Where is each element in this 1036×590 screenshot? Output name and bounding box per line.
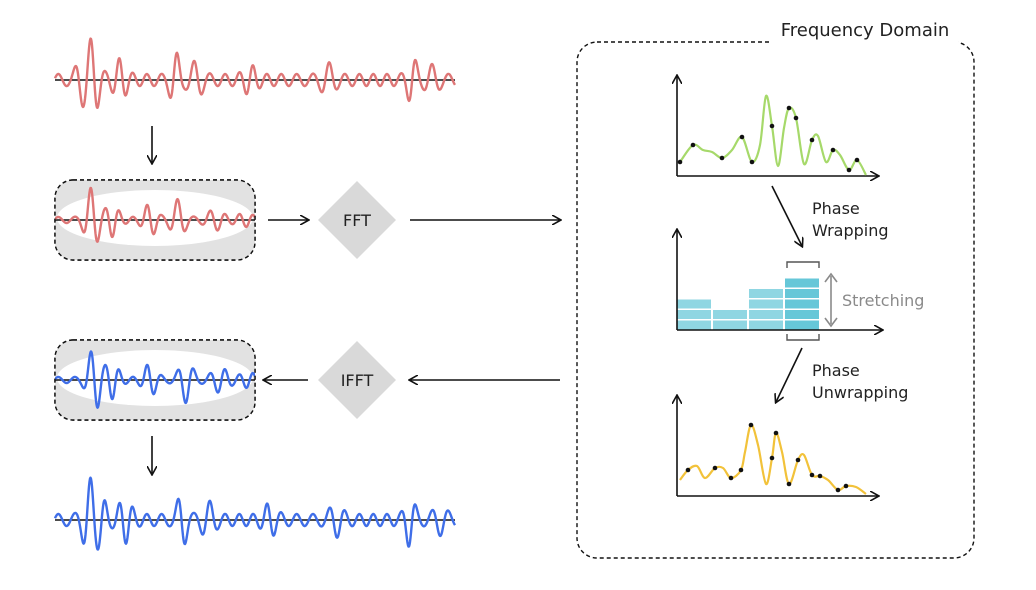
fft-label: FFT	[343, 211, 371, 230]
phase-wrapping-label-line1: Phase	[812, 199, 860, 218]
fft-node: FFT	[318, 181, 396, 259]
sample-dot	[830, 147, 836, 153]
stretching-label: Stretching	[842, 291, 924, 310]
frequency-domain-panel: Frequency Domain	[576, 16, 975, 559]
sample-dot	[677, 159, 683, 165]
sample-dot	[769, 123, 775, 129]
phase-bar-segment	[749, 320, 783, 330]
ifft-node: IFFT	[318, 341, 396, 419]
sample-dot	[817, 473, 823, 479]
sample-dot	[793, 115, 799, 121]
sample-dot	[749, 159, 755, 165]
sample-dot	[843, 483, 849, 489]
phase-unwrapping-label-line2: Unwrapping	[812, 383, 908, 402]
stretch-bracket-bottom	[786, 334, 820, 341]
phase-unwrapping-label-line1: Phase	[812, 361, 860, 380]
sample-dot	[786, 105, 792, 111]
stretch-bracket-top	[786, 261, 820, 268]
sample-dot	[739, 134, 745, 140]
sample-dot	[773, 430, 779, 436]
phase-bar-segment	[785, 278, 819, 288]
phase-bar-segment	[749, 299, 783, 309]
window-shape-output	[55, 340, 255, 420]
sample-dot	[854, 157, 860, 163]
unwrapped-spectrum-plot	[677, 396, 878, 496]
sample-dot	[738, 467, 744, 473]
windowed-input-frame	[54, 179, 256, 261]
phase-bar-segment	[713, 320, 747, 330]
sample-dot	[690, 142, 696, 148]
stretch-double-arrow	[824, 272, 838, 328]
phase-bar-segment	[749, 310, 783, 319]
ifft-label: IFFT	[341, 371, 374, 390]
phase-bar-segment	[677, 310, 711, 319]
phase-bar-segment	[785, 289, 819, 298]
sample-dot	[846, 167, 852, 173]
phase-bar-segment	[785, 310, 819, 319]
phase-wrapping-arrow	[771, 185, 802, 246]
sample-dot	[748, 422, 754, 428]
phase-bar-segment	[785, 299, 819, 309]
phase-bar-segment	[785, 320, 819, 330]
magnitude-spectrum-plot	[677, 76, 878, 176]
phase-bar-segment	[677, 299, 711, 309]
phase-bar-segment	[749, 289, 783, 298]
window-shape	[55, 180, 255, 260]
sample-dot	[809, 472, 815, 478]
sample-dot	[786, 481, 792, 487]
sample-dot	[809, 137, 815, 143]
phase-wrapping-label-line2: Wrapping	[812, 221, 889, 240]
sample-dot	[685, 467, 691, 473]
sample-dot	[719, 155, 725, 161]
sample-dot	[728, 475, 734, 481]
sample-dot	[769, 455, 775, 461]
frequency-domain-title: Frequency Domain	[781, 20, 950, 41]
sample-dot	[835, 487, 841, 493]
phase-bar-segment	[677, 320, 711, 330]
input-signal	[53, 37, 457, 109]
phase-bar-segment	[713, 310, 747, 319]
sample-dot	[795, 457, 801, 463]
phase-unwrapping-arrow	[776, 347, 803, 402]
phase-bars-plot: Stretching	[677, 230, 924, 341]
output-signal	[53, 476, 457, 551]
sample-dot	[712, 465, 718, 471]
windowed-output-frame	[54, 339, 256, 421]
